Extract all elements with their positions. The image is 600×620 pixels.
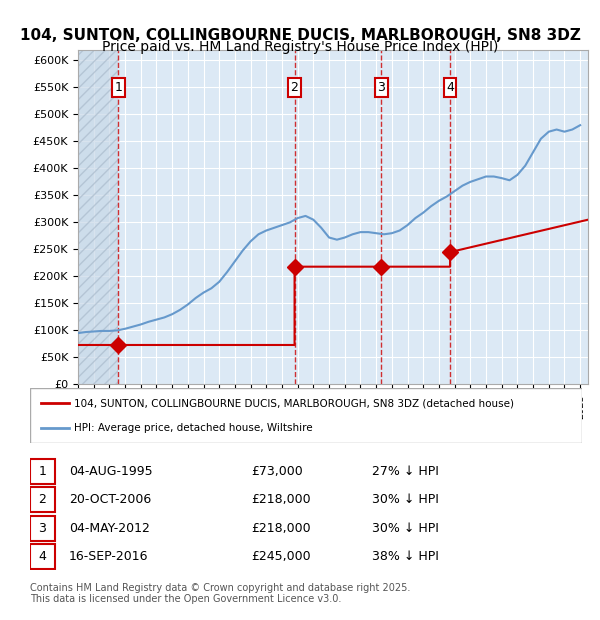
Text: 27% ↓ HPI: 27% ↓ HPI — [372, 465, 439, 477]
Text: 2: 2 — [290, 81, 298, 94]
Text: 04-MAY-2012: 04-MAY-2012 — [68, 522, 149, 534]
Text: £245,000: £245,000 — [251, 551, 310, 563]
FancyBboxPatch shape — [288, 78, 301, 97]
Bar — [78, 50, 118, 384]
Text: 16-SEP-2016: 16-SEP-2016 — [68, 551, 148, 563]
FancyBboxPatch shape — [375, 78, 388, 97]
Text: £73,000: £73,000 — [251, 465, 302, 477]
Text: £218,000: £218,000 — [251, 494, 310, 506]
Text: 4: 4 — [38, 551, 46, 563]
FancyBboxPatch shape — [30, 516, 55, 541]
Text: 1: 1 — [115, 81, 122, 94]
Text: HPI: Average price, detached house, Wiltshire: HPI: Average price, detached house, Wilt… — [74, 423, 313, 433]
FancyBboxPatch shape — [112, 78, 125, 97]
Text: 2: 2 — [38, 494, 46, 506]
FancyBboxPatch shape — [30, 544, 55, 569]
FancyBboxPatch shape — [30, 388, 582, 443]
Text: Contains HM Land Registry data © Crown copyright and database right 2025.
This d: Contains HM Land Registry data © Crown c… — [30, 583, 410, 604]
FancyBboxPatch shape — [30, 487, 55, 512]
Text: 30% ↓ HPI: 30% ↓ HPI — [372, 522, 439, 534]
FancyBboxPatch shape — [30, 459, 55, 484]
Text: 1: 1 — [38, 465, 46, 477]
Text: 104, SUNTON, COLLINGBOURNE DUCIS, MARLBOROUGH, SN8 3DZ (detached house): 104, SUNTON, COLLINGBOURNE DUCIS, MARLBO… — [74, 398, 514, 408]
Text: 04-AUG-1995: 04-AUG-1995 — [68, 465, 152, 477]
Text: 30% ↓ HPI: 30% ↓ HPI — [372, 494, 439, 506]
Text: Price paid vs. HM Land Registry's House Price Index (HPI): Price paid vs. HM Land Registry's House … — [102, 40, 498, 55]
Text: £218,000: £218,000 — [251, 522, 310, 534]
Text: 4: 4 — [446, 81, 454, 94]
Text: 38% ↓ HPI: 38% ↓ HPI — [372, 551, 439, 563]
Text: 3: 3 — [377, 81, 385, 94]
FancyBboxPatch shape — [444, 78, 457, 97]
Text: 104, SUNTON, COLLINGBOURNE DUCIS, MARLBOROUGH, SN8 3DZ: 104, SUNTON, COLLINGBOURNE DUCIS, MARLBO… — [20, 28, 580, 43]
Text: 3: 3 — [38, 522, 46, 534]
Text: 20-OCT-2006: 20-OCT-2006 — [68, 494, 151, 506]
